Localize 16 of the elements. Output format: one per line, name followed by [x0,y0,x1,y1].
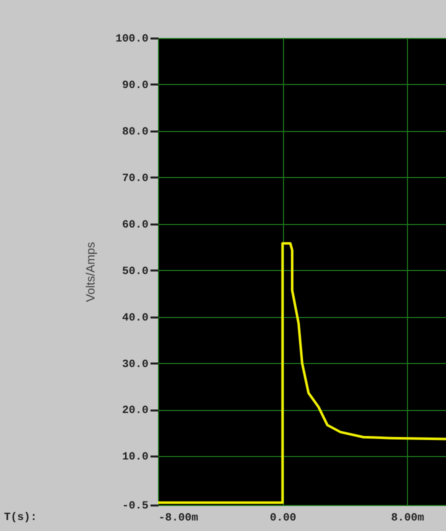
y-tick-label: 40.0 [122,312,148,324]
y-tick-label: 60.0 [122,219,148,232]
y-tick-label: 20.0 [122,405,148,418]
y-tick-label: 30.0 [122,358,148,371]
y-tick-label: 70.0 [122,172,148,185]
y-axis-title: Volts/Amps [83,242,98,302]
y-tick-label: 100.0 [115,34,148,46]
text: T(s): [4,512,38,524]
y-tick-label: 50.0 [122,266,148,278]
y-tick-label: 90.0 [122,80,148,92]
y-tick-label: -0.5 [122,500,149,512]
y-tick-label: 80.0 [122,126,148,138]
x-tick-label: -8.00m [158,512,199,524]
x-tick-label: 0.00 [270,512,296,524]
x-tick-label: 8.00m [391,512,424,524]
y-tick-label: 10.0 [122,452,148,464]
